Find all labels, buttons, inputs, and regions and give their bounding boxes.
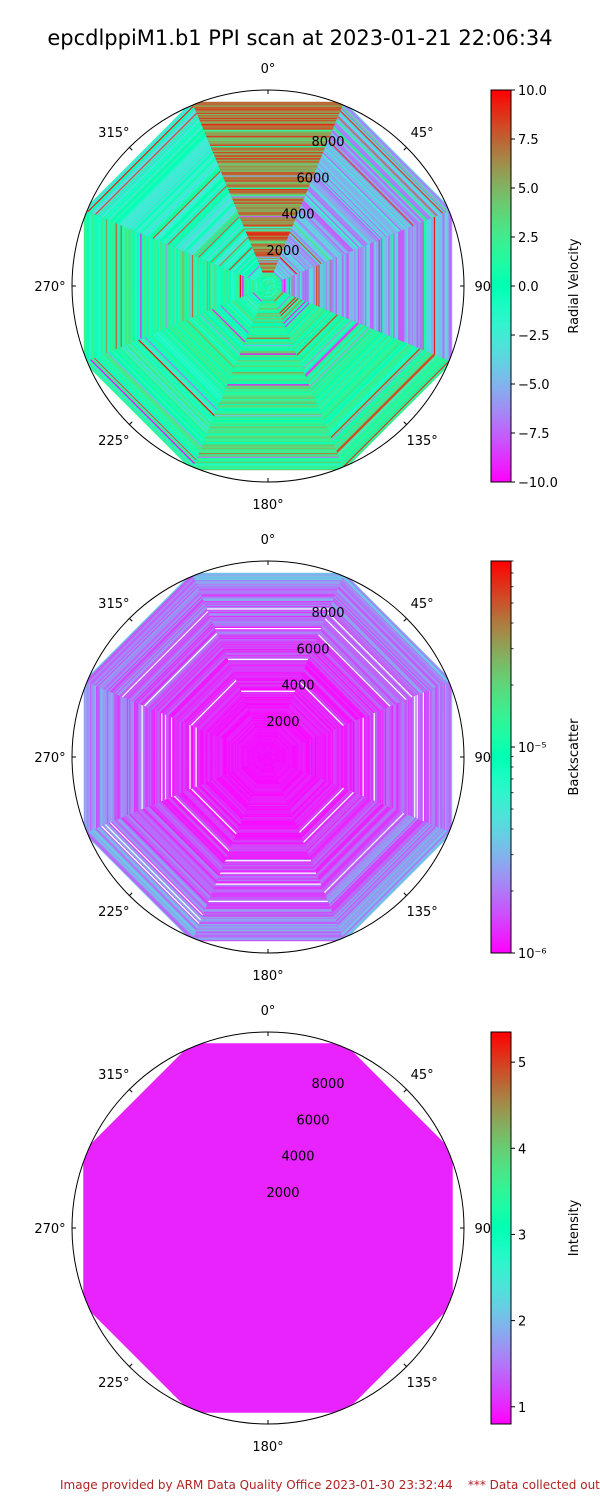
colorbar-label: Intensity xyxy=(567,1199,582,1256)
colorbar-tick-label: −10.0 xyxy=(518,476,558,491)
colorbar-2: 10⁻⁵ 10⁻⁶ Backscatter xyxy=(490,560,582,962)
colorbar-tick-label: 10⁻⁵ xyxy=(518,741,547,756)
angle-label: 270° xyxy=(34,280,65,295)
angle-label: 0° xyxy=(261,1004,276,1019)
colorbar-gradient xyxy=(490,89,512,483)
angle-label: 45° xyxy=(411,1068,434,1083)
angle-label: 315° xyxy=(98,597,129,612)
colorbar-tick-label: 2 xyxy=(518,1315,526,1330)
angle-label: 180° xyxy=(252,969,283,984)
ppi-panel-1: 0°45°90°135°180°225°270°315°200040006000… xyxy=(34,62,582,513)
angle-label: 135° xyxy=(406,905,437,920)
intensity-sector xyxy=(82,1042,269,1229)
figure-title: epcdlppiM1.b1 PPI scan at 2023-01-21 22:… xyxy=(47,26,553,50)
radial-label: 4000 xyxy=(281,1150,314,1165)
radial-label: 6000 xyxy=(296,1113,329,1128)
range-gate xyxy=(268,286,270,288)
radial-label: 6000 xyxy=(296,642,329,657)
angle-tick xyxy=(129,147,133,151)
angle-tick xyxy=(403,421,407,425)
colorbar-tick-label: 7.5 xyxy=(518,133,539,148)
colorbar-gradient xyxy=(490,560,512,954)
range-gate xyxy=(266,757,268,759)
angle-label: 0° xyxy=(261,533,276,548)
colorbar-tick-label: 10.0 xyxy=(518,84,547,99)
range-gate xyxy=(267,755,269,757)
angle-tick xyxy=(403,1089,407,1093)
ppi-data-2 xyxy=(83,572,453,942)
footer-credit: Image provided by ARM Data Quality Offic… xyxy=(60,1478,600,1492)
radial-label: 4000 xyxy=(281,679,314,694)
angle-label: 270° xyxy=(34,751,65,766)
range-gate xyxy=(266,756,268,758)
radial-label: 8000 xyxy=(311,606,344,621)
radial-label: 2000 xyxy=(266,244,299,259)
range-gate xyxy=(267,286,269,288)
angle-label: 225° xyxy=(98,434,129,449)
range-gate xyxy=(268,284,270,286)
colorbar-label: Radial Velocity xyxy=(567,238,582,334)
angle-label: 135° xyxy=(406,434,437,449)
angle-tick xyxy=(129,1363,133,1367)
angle-label: 315° xyxy=(98,1068,129,1083)
angle-tick xyxy=(403,892,407,896)
ppi-panel-2: 0°45°90°135°180°225°270°315°200040006000… xyxy=(34,533,582,984)
angle-label: 225° xyxy=(98,1376,129,1391)
angle-label: 225° xyxy=(98,905,129,920)
range-gate xyxy=(268,285,270,287)
angle-tick xyxy=(403,147,407,151)
colorbar-tick-label: −2.5 xyxy=(518,329,550,344)
colorbar-tick-label: 5 xyxy=(518,1056,526,1071)
colorbar-tick-label: −5.0 xyxy=(518,378,550,393)
colorbar-gradient xyxy=(490,1031,512,1425)
colorbar-tick-label: −7.5 xyxy=(518,427,550,442)
angle-tick xyxy=(129,1089,133,1093)
angle-tick xyxy=(129,618,133,622)
colorbar-1: 10.0 7.5 5.0 2.5 0.0 −2.5 −5.0 −7.5 −10.0 Radial … xyxy=(490,84,582,491)
radial-label: 4000 xyxy=(281,208,314,223)
colorbar-tick-label: 10⁻⁶ xyxy=(518,947,547,962)
angle-label: 45° xyxy=(411,126,434,141)
range-gate xyxy=(266,285,268,287)
range-gate xyxy=(266,755,268,757)
angle-tick xyxy=(129,892,133,896)
colorbar-3: 5 4 3 2 1 Intensity xyxy=(490,1031,582,1425)
colorbar-tick-label: 2.5 xyxy=(518,231,539,246)
angle-tick xyxy=(403,618,407,622)
colorbar-tick-label: 5.0 xyxy=(518,182,539,197)
angle-label: 180° xyxy=(252,498,283,513)
range-gate xyxy=(267,757,269,759)
ppi-data-3 xyxy=(82,1042,454,1414)
radial-label: 2000 xyxy=(266,1186,299,1201)
range-gate xyxy=(266,284,268,286)
range-gate xyxy=(268,756,270,758)
colorbar-tick-label: 3 xyxy=(518,1228,526,1243)
radial-label: 6000 xyxy=(296,171,329,186)
colorbar-tick-label: 4 xyxy=(518,1142,526,1157)
range-gate xyxy=(268,757,270,759)
angle-label: 270° xyxy=(34,1222,65,1237)
angle-label: 180° xyxy=(252,1440,283,1455)
colorbar-tick-label: 1 xyxy=(518,1401,526,1416)
range-gate xyxy=(267,284,269,286)
ppi-panel-3: 0°45°90°135°180°225°270°315°200040006000… xyxy=(34,1004,582,1455)
range-gate xyxy=(268,755,270,757)
angle-tick xyxy=(403,1363,407,1367)
angle-label: 135° xyxy=(406,1376,437,1391)
ppi-data-1 xyxy=(83,101,453,471)
angle-tick xyxy=(129,421,133,425)
angle-label: 315° xyxy=(98,126,129,141)
colorbar-tick-label: 0.0 xyxy=(518,280,539,295)
radial-label: 8000 xyxy=(311,1077,344,1092)
colorbar-label: Backscatter xyxy=(567,718,582,796)
radial-label: 8000 xyxy=(311,135,344,150)
angle-label: 0° xyxy=(261,62,276,77)
angle-label: 45° xyxy=(411,597,434,612)
radial-label: 2000 xyxy=(266,715,299,730)
range-gate xyxy=(266,286,268,288)
